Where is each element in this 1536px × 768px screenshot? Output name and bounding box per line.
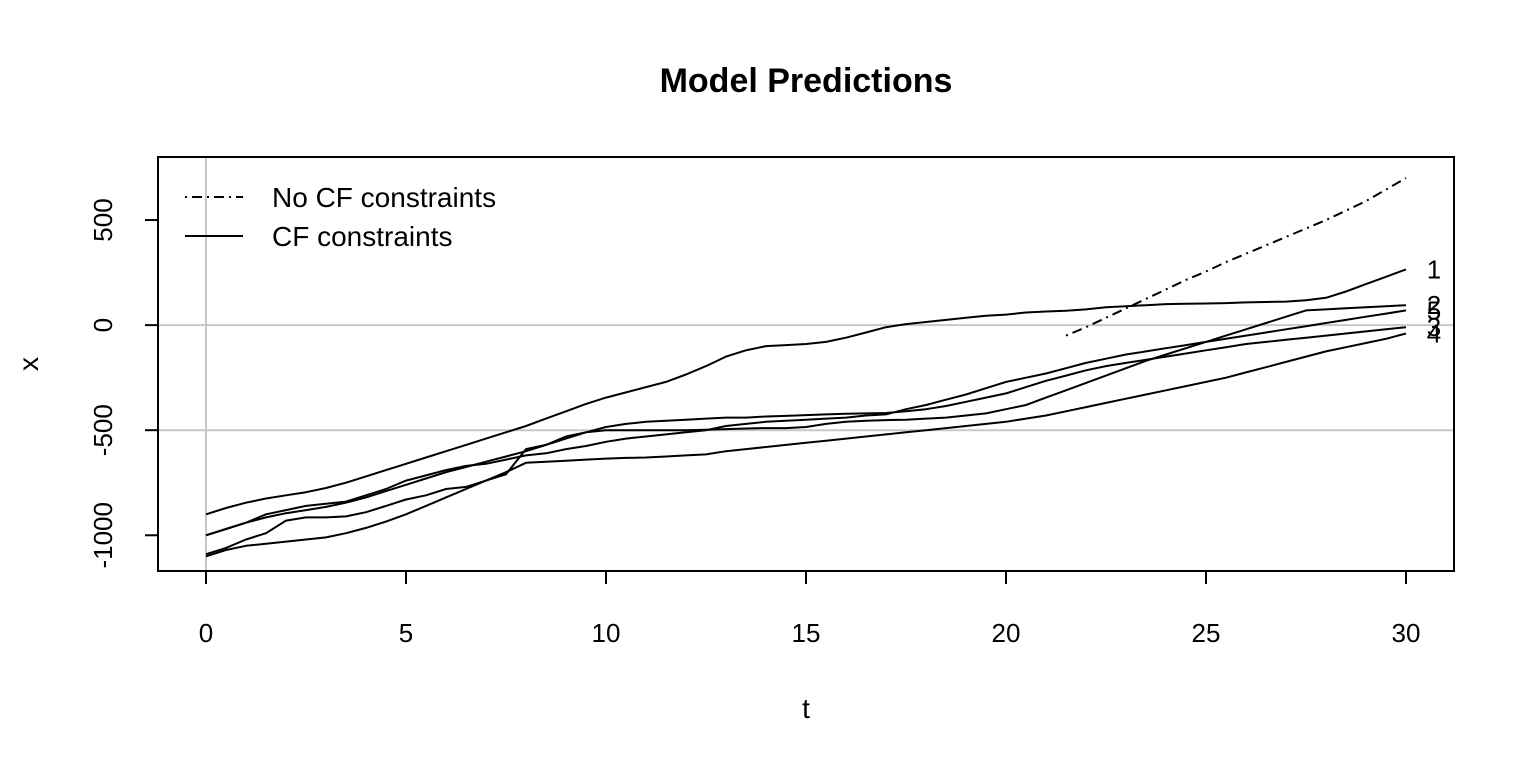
x-tick-label: 15: [792, 618, 821, 648]
x-tick-label: 0: [199, 618, 213, 648]
series-end-label: 3: [1427, 312, 1441, 342]
reference-lines: [158, 157, 1454, 571]
series-end-label: 2: [1427, 290, 1441, 320]
y-tick-label: -500: [88, 404, 118, 456]
y-tick-label: -1000: [88, 502, 118, 569]
series-line-5: [205, 309, 1407, 537]
series-line-3: [205, 326, 1407, 537]
series-end-label: 1: [1427, 254, 1441, 284]
chart-title: Model Predictions: [660, 62, 953, 100]
series-layer: [205, 177, 1407, 558]
x-tick-label: 25: [1192, 618, 1221, 648]
series-line-6: [1065, 177, 1407, 337]
x-axis-label: t: [802, 693, 810, 724]
x-tick-label: 20: [992, 618, 1021, 648]
y-axis: -1000 -500 0 500: [88, 198, 159, 569]
series-end-label: 5: [1427, 295, 1441, 325]
y-axis-label: x: [13, 357, 44, 371]
plot-frame: [157, 156, 1455, 572]
series-line-4: [205, 332, 1407, 558]
x-tick-label: 5: [399, 618, 413, 648]
x-tick-label: 30: [1392, 618, 1421, 648]
legend-label-cf: CF constraints: [272, 221, 453, 252]
legend-label-no-cf: No CF constraints: [272, 182, 496, 213]
x-axis: 0 5 10 15 20 25 30: [199, 570, 1421, 648]
y-tick-label: 500: [88, 198, 118, 241]
series-end-label: 4: [1427, 319, 1441, 349]
y-tick-label: 0: [88, 318, 118, 332]
legend: No CF constraints CF constraints: [185, 182, 496, 252]
x-tick-label: 10: [592, 618, 621, 648]
series-line-1: [205, 268, 1407, 516]
